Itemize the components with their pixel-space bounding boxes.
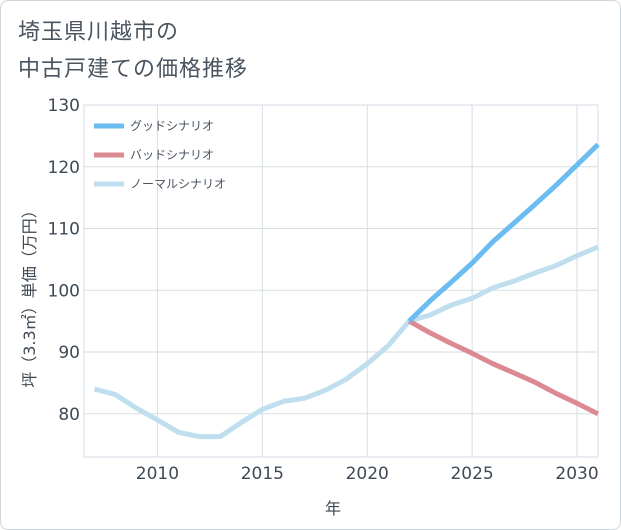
y-tick-label: 100 — [48, 281, 80, 301]
series-line-0 — [407, 142, 600, 323]
series-line-2 — [93, 244, 599, 440]
legend-label: バッドシナリオ — [130, 148, 214, 162]
chart-title-line-1: 埼玉県川越市の — [18, 20, 180, 45]
y-tick-label: 130 — [48, 96, 80, 116]
legend-label: ノーマルシナリオ — [130, 177, 226, 191]
legend-label: グッドシナリオ — [130, 119, 214, 133]
chart-title-line-2: 中古戸建ての価格推移 — [18, 57, 249, 82]
chart-title: 埼玉県川越市の 中古戸建ての価格推移 — [18, 14, 248, 88]
x-tick-label: 2015 — [241, 464, 284, 484]
y-tick-label: 90 — [58, 343, 80, 363]
y-axis-title: 坪（3.3㎡）単価（万円） — [20, 202, 39, 387]
y-tick-label: 80 — [58, 405, 80, 425]
x-axis-title: 年 — [325, 499, 341, 518]
x-tick-label: 2025 — [450, 464, 493, 484]
x-tick-label: 2030 — [555, 464, 598, 484]
y-tick-label: 120 — [48, 158, 80, 178]
x-tick-label: 2010 — [136, 464, 179, 484]
y-tick-label: 110 — [48, 220, 80, 240]
x-tick-label: 2020 — [346, 464, 389, 484]
series-line-1 — [407, 318, 600, 417]
